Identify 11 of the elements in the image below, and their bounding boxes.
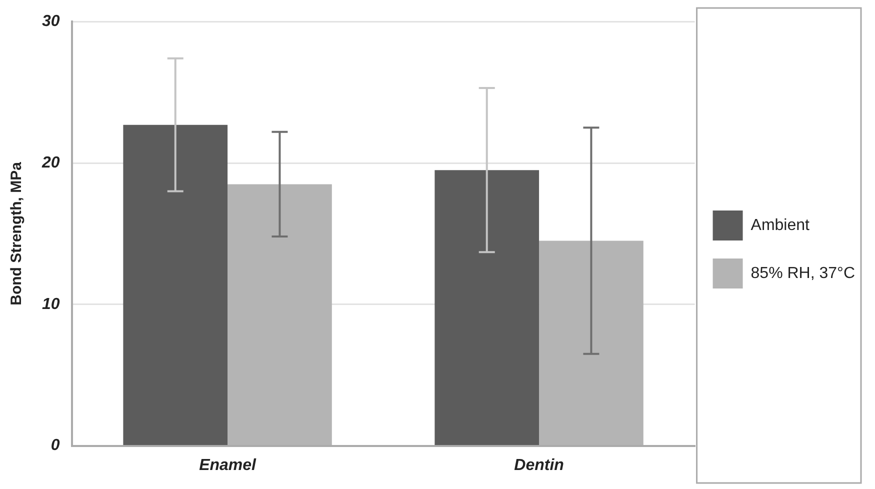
y-tick-label: 10 [42,296,60,313]
y-tick-label: 20 [41,154,60,172]
legend-label: Ambient [750,216,810,234]
y-axis-title: Bond Strength, MPa [8,161,26,306]
y-tick-label: 0 [50,437,60,454]
x-tick-label: Enamel [199,456,257,474]
y-tick-label: 30 [42,13,60,30]
bar [123,124,228,446]
x-tick-label: Dentin [514,456,564,474]
legend-label: 85% RH, 37°C [750,264,855,282]
bar [434,170,540,446]
